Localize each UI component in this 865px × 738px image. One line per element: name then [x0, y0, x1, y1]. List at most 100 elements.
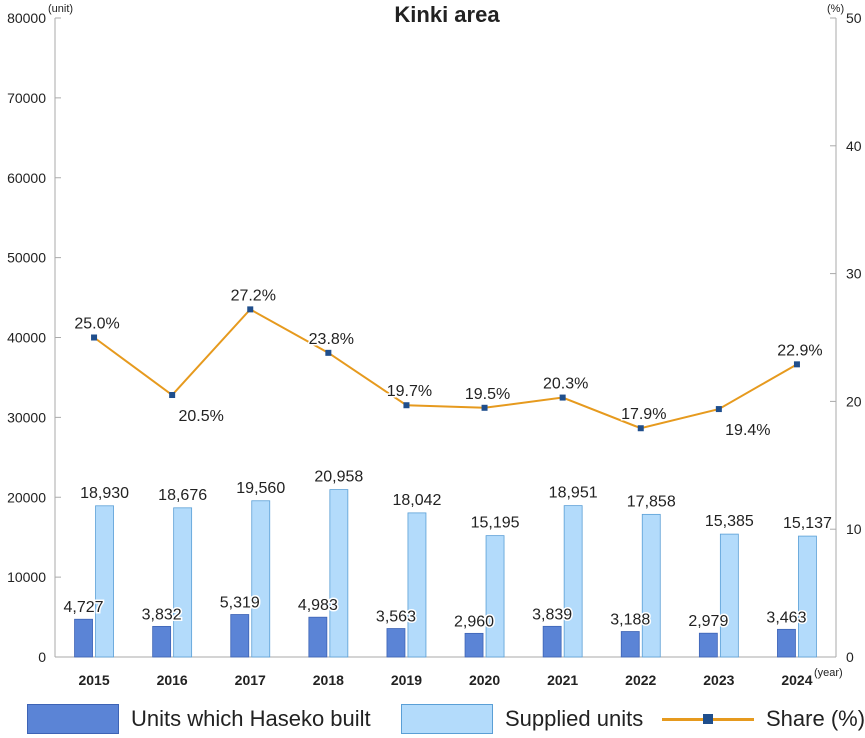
share-point [403, 402, 410, 409]
bar-supplied-label: 20,958 [314, 469, 363, 486]
bar-built [777, 628, 796, 658]
bar-supplied [329, 489, 349, 658]
share-point [91, 334, 98, 341]
bar-built [542, 625, 562, 658]
legend-label-share: Share (%) [766, 706, 865, 731]
y-left-tick-label: 70000 [7, 90, 46, 106]
x-tick-label: 2021 [547, 672, 578, 688]
bar-built [464, 632, 484, 658]
legend-swatch-share [662, 704, 754, 734]
y-right-tick-label: 50 [846, 10, 862, 26]
bar-built-label: 2,979 [688, 613, 728, 630]
share-point [325, 349, 332, 356]
bar-built-label: 4,727 [64, 599, 104, 616]
legend: Units which Haseko built Supplied units … [0, 700, 865, 738]
x-tick-label: 2016 [157, 672, 188, 688]
bar-supplied [251, 500, 271, 658]
share-label: 23.8% [309, 331, 354, 348]
legend-swatch-supplied [401, 704, 493, 734]
bars [74, 489, 817, 658]
bar-built-label: 3,832 [142, 606, 182, 623]
x-tick-label: 2015 [78, 672, 109, 688]
share-label: 20.3% [543, 376, 588, 393]
x-tick-label: 2017 [235, 672, 266, 688]
bar-built-label: 3,188 [610, 612, 650, 629]
y-right-tick-label: 0 [846, 649, 854, 665]
bar-supplied [641, 513, 661, 658]
legend-label-built: Units which Haseko built [131, 706, 371, 731]
y-left-tick-label: 0 [38, 649, 46, 665]
x-tick-label: 2020 [469, 672, 500, 688]
share-point [247, 306, 254, 313]
y-left-tick-label: 50000 [7, 250, 46, 266]
y-right-tick-label: 30 [846, 266, 862, 282]
y-left-tick-label: 80000 [7, 10, 46, 26]
share-label: 25.0% [74, 316, 119, 333]
bar-built [386, 628, 406, 658]
bar-built-label: 2,960 [454, 613, 494, 630]
share-label: 17.9% [621, 406, 666, 423]
y-right-tick-label: 40 [846, 138, 862, 154]
share-label: 27.2% [231, 287, 276, 304]
data-labels: 4,727 18,930 3,832 18,676 5,319 19,560 4,983 20… [62, 286, 833, 632]
bar-supplied-label: 15,137 [783, 515, 832, 532]
share-point [169, 392, 176, 399]
y-left-unit-label: (unit) [48, 3, 73, 15]
y-left-tick-label: 20000 [7, 489, 46, 505]
axes: 0 10000 20000 30000 40000 50000 60000 70000 8000… [7, 3, 862, 688]
bar-supplied [563, 505, 583, 658]
bar-built [152, 625, 172, 658]
x-tick-label: 2018 [313, 672, 344, 688]
x-tick-label: 2024 [781, 672, 812, 688]
y-right-tick-label: 20 [846, 393, 862, 409]
bar-built [698, 632, 718, 658]
share-label: 19.4% [725, 422, 770, 439]
y-left-tick-label: 30000 [7, 409, 46, 425]
x-tick-label: 2019 [391, 672, 422, 688]
bar-supplied-label: 18,042 [392, 492, 441, 509]
bar-supplied [798, 535, 817, 658]
legend-item-built: Units which Haseko built [27, 700, 371, 738]
x-tick-label: 2022 [625, 672, 656, 688]
bar-supplied [95, 505, 114, 658]
share-label: 20.5% [178, 408, 223, 425]
bar-built-label: 5,319 [220, 595, 260, 612]
bar-built-label: 3,463 [766, 609, 806, 626]
bar-supplied [407, 512, 427, 658]
bar-built-label: 3,563 [376, 609, 416, 626]
bar-supplied [173, 507, 193, 658]
share-point [637, 425, 644, 432]
legend-item-share: Share (%) [662, 700, 865, 738]
bar-supplied-label: 18,951 [549, 485, 598, 502]
share-point [793, 361, 800, 368]
bar-built [620, 631, 640, 658]
bar-built [74, 618, 93, 658]
bar-supplied [719, 533, 739, 658]
share-label: 19.5% [465, 386, 510, 403]
legend-item-supplied: Supplied units [401, 700, 643, 738]
share-line-layer [91, 306, 800, 432]
share-point [715, 406, 722, 413]
bar-supplied-label: 15,385 [705, 513, 754, 530]
y-left-tick-label: 40000 [7, 330, 46, 346]
bar-supplied-label: 18,930 [80, 485, 129, 502]
x-unit-label: (year) [814, 667, 843, 679]
share-line [93, 308, 798, 430]
bar-supplied-label: 17,858 [627, 493, 676, 510]
chart-title: Kinki area [394, 2, 500, 27]
bar-built-label: 3,839 [532, 606, 572, 623]
share-point [559, 394, 566, 401]
legend-label-supplied: Supplied units [505, 706, 644, 731]
y-right-tick-label: 10 [846, 521, 862, 537]
y-left-tick-label: 10000 [7, 569, 46, 585]
bar-built-label: 4,983 [298, 597, 338, 614]
bar-supplied-label: 15,195 [471, 515, 520, 532]
bar-built [308, 616, 328, 658]
share-point [481, 404, 488, 411]
y-left-tick-label: 60000 [7, 170, 46, 186]
share-label: 22.9% [777, 342, 822, 359]
bar-supplied [485, 535, 505, 658]
legend-swatch-built [27, 704, 119, 734]
x-tick-label: 2023 [703, 672, 734, 688]
